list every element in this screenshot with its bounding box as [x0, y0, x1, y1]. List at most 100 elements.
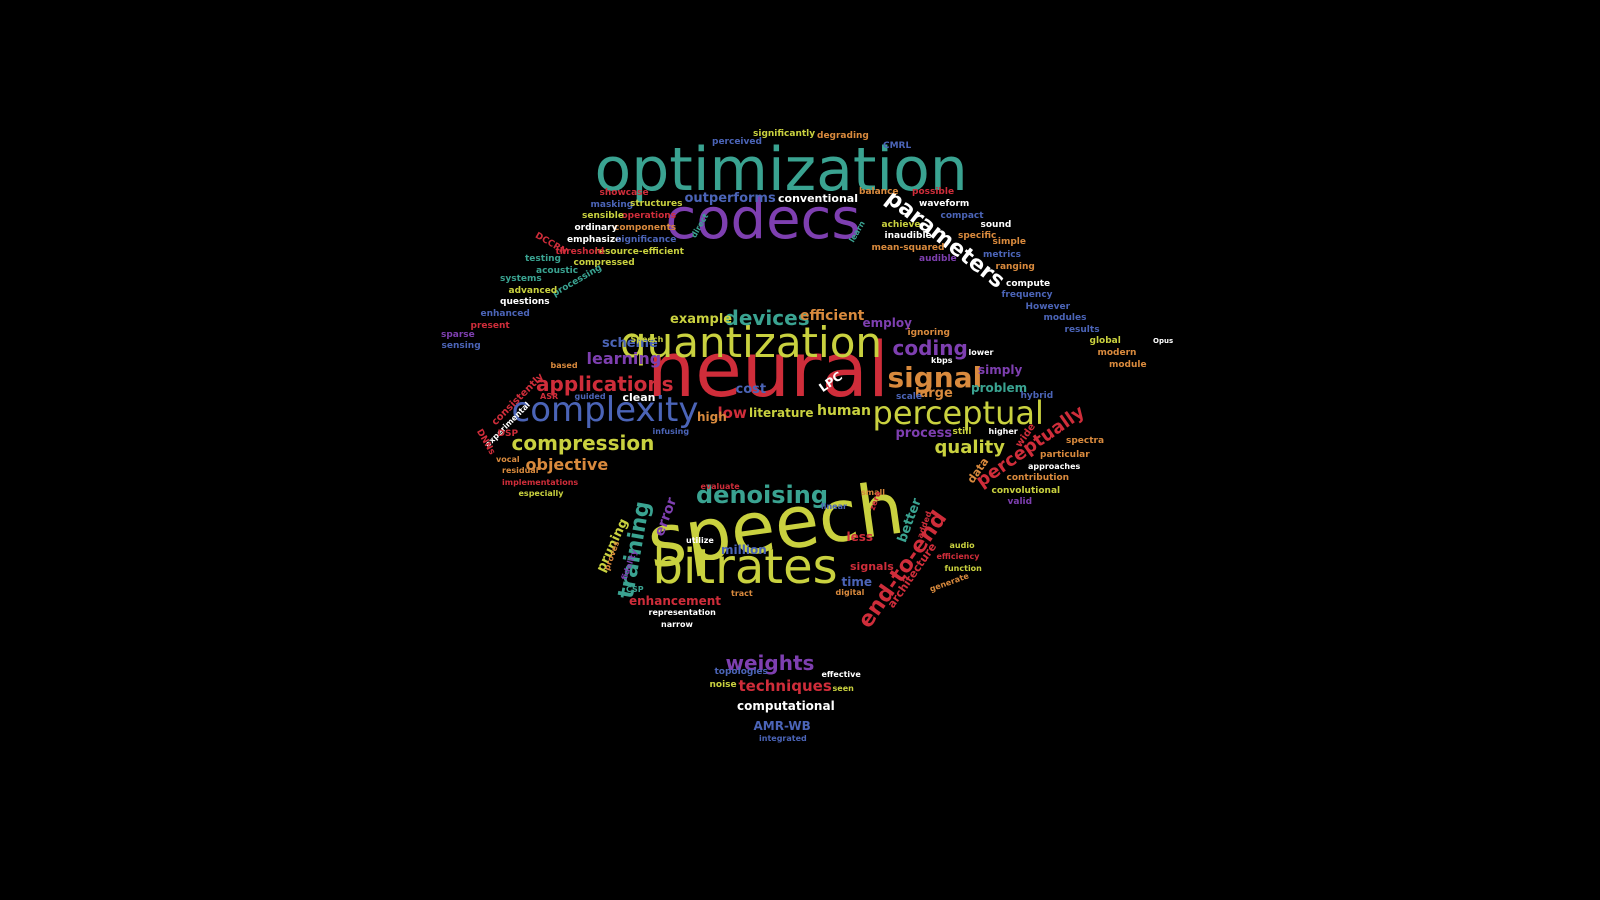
word-cloud-word: generate [928, 571, 970, 594]
word-cloud-word: devices [724, 306, 810, 330]
word-cloud-word: noise [709, 679, 737, 690]
word-cloud-word: compressed [573, 257, 635, 268]
word-cloud-word: mean-squared [871, 242, 945, 253]
word-cloud-word: signal [887, 361, 983, 394]
word-cloud-word: large [915, 385, 953, 401]
word-cloud-word: lower [968, 348, 994, 357]
word-cloud-word: enhancement [629, 594, 722, 608]
word-cloud-word: structures [630, 198, 683, 209]
word-cloud-word: compression [511, 431, 655, 455]
word-cloud-word: systems [500, 273, 542, 284]
word-cloud-word: present [470, 320, 510, 331]
word-cloud-word: Speech [630, 335, 664, 344]
word-cloud-word: ordinary [574, 222, 618, 233]
word-cloud-word: based [550, 361, 578, 370]
word-cloud-word: However [1025, 301, 1071, 312]
word-cloud-word: techniques [738, 676, 832, 695]
word-cloud-word: AMR-WB [753, 719, 811, 733]
word-cloud-word: narrow [661, 620, 693, 629]
word-cloud-word: time [841, 575, 873, 589]
word-cloud-word: spectra [1066, 435, 1105, 446]
word-cloud-word: possible [912, 186, 955, 197]
word-cloud-word: perceptual [872, 394, 1044, 432]
word-cloud-word: process [895, 425, 953, 441]
word-cloud-word: compact [940, 210, 984, 221]
word-cloud-word: testing [525, 253, 561, 264]
word-cloud-word: signals [850, 559, 894, 573]
word-cloud-word: advanced [508, 285, 558, 296]
word-cloud-word: frequency [1001, 289, 1053, 300]
word-cloud-word: emphasize [567, 234, 622, 245]
word-cloud-word: modules [1043, 312, 1087, 323]
word-cloud-word: objective [525, 455, 609, 474]
word-cloud-word: topologies [714, 666, 768, 677]
word-cloud-word: still [952, 426, 972, 437]
word-cloud-word: significance [616, 234, 677, 245]
word-cloud-word: degrading [817, 130, 869, 141]
word-cloud-word: vocal [496, 455, 520, 464]
word-cloud-word: CSP [626, 585, 644, 594]
word-cloud-word: evaluate [700, 482, 740, 491]
word-cloud-word: resource-efficient [594, 246, 684, 257]
word-cloud-word: quantization [620, 318, 883, 367]
word-cloud-word: bitrates [652, 539, 838, 595]
word-cloud-word: efficient [800, 308, 865, 324]
word-cloud-word: simply [978, 363, 1023, 377]
word-cloud-word: linear [821, 502, 847, 511]
word-cloud-word: global [1089, 335, 1121, 346]
word-cloud-word: learning [586, 349, 662, 368]
word-cloud-word: effective [821, 670, 861, 679]
word-cloud-word: weights [725, 651, 815, 675]
word-cloud-word: less [846, 530, 874, 544]
word-cloud-word: low [717, 403, 747, 422]
word-cloud-word: guided [574, 392, 606, 401]
word-cloud-word: scheme [602, 335, 658, 351]
word-cloud-word: quality [934, 437, 1006, 458]
word-cloud-word: achieve [881, 219, 921, 230]
word-cloud-word: sensible [582, 210, 624, 221]
word-cloud-word: DSP [497, 428, 519, 439]
word-cloud-word: scale [896, 391, 922, 402]
word-cloud-word: employ [862, 316, 912, 330]
word-cloud-word: compute [1006, 278, 1051, 289]
word-cloud-word: sparse [441, 329, 475, 340]
word-cloud-word: tract [731, 589, 753, 598]
word-cloud-word: audio [949, 541, 975, 550]
word-cloud-word: contribution [1006, 472, 1070, 483]
word-cloud-word: codecs [665, 187, 861, 252]
word-cloud-word: operations [621, 210, 677, 221]
word-cloud-word: significantly [753, 128, 816, 139]
word-cloud-word: audible [919, 253, 957, 264]
word-cloud-word: balance [859, 186, 899, 197]
word-cloud-word: sensing [441, 340, 481, 351]
word-cloud-word: cost [735, 381, 767, 397]
word-cloud-word: module [1109, 359, 1147, 370]
word-cloud-word: Opus [1153, 336, 1174, 345]
word-cloud-word: representation [648, 608, 716, 617]
word-cloud-word: CMRL [883, 140, 912, 151]
word-cloud-word: residual [502, 466, 539, 475]
word-cloud-word: human [817, 403, 871, 419]
word-cloud-word: approaches [1028, 462, 1081, 471]
word-cloud-word: coding [892, 336, 968, 360]
word-cloud-word: example [670, 311, 733, 327]
word-cloud-word: computational [737, 699, 835, 713]
word-cloud-word: neural [647, 325, 890, 414]
word-cloud-word: high [697, 410, 727, 424]
word-cloud-word: perceived [712, 136, 762, 147]
word-cloud-word: literature [749, 406, 814, 420]
word-cloud-word: showcase [599, 187, 649, 198]
word-cloud-word: results [1064, 324, 1100, 335]
word-cloud-word: utilize [686, 536, 714, 545]
word-cloud-word: masking [590, 199, 634, 210]
word-cloud-word: ranging [995, 261, 1035, 272]
word-cloud-word: waveform [919, 198, 970, 209]
word-cloud-word: DCCRN [532, 230, 569, 257]
word-cloud-word: especially [518, 489, 564, 498]
word-cloud-word: denoising [696, 481, 829, 509]
word-cloud-word: convolutional [991, 485, 1061, 496]
word-cloud-word: kbps [931, 356, 953, 365]
word-cloud-word: applications [536, 372, 674, 396]
word-cloud-word: clean [622, 390, 656, 404]
